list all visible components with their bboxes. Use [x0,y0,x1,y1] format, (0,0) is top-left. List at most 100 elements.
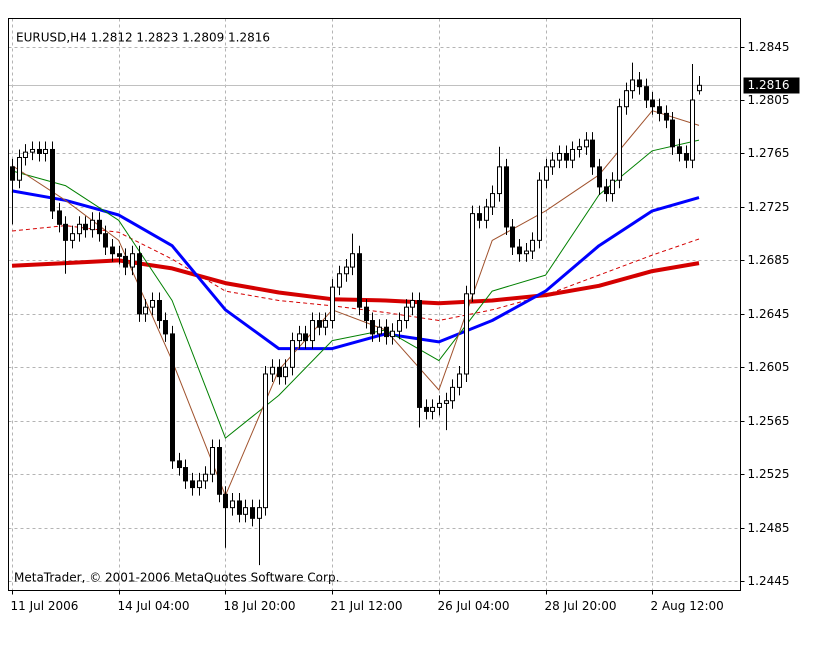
candle-body [143,306,148,315]
candle-body [237,500,242,515]
x-tick-label: 28 Jul 20:00 [545,599,617,613]
candle-body [544,166,549,181]
candle-body [170,333,175,462]
axes: 1.2845 1.2805 1.2765 1.2725 1.2685 1.2645 1.26… [11,40,800,613]
candle-body [297,333,302,342]
candle-body [517,246,522,255]
candle-body [310,320,315,342]
y-tick-label: 1.2765 [748,146,790,160]
candle-body [23,151,28,158]
candle-body [537,179,542,241]
candle-body [490,193,495,208]
candle-body [450,386,455,402]
candle-body [510,226,515,248]
y-tick-label: 1.2685 [748,253,790,267]
candle-body [217,447,222,495]
candle-body [484,206,489,221]
x-tick-label: 2 Aug 12:00 [651,599,724,613]
candle-body [457,373,462,388]
price-label-box [743,77,800,94]
candle-body [657,106,662,114]
candle-body [330,286,335,322]
candle-body [624,90,629,108]
candle-body [464,293,469,375]
candle-body [277,366,282,378]
candle-body [410,299,415,308]
candle-body [570,148,575,161]
y-tick-label: 1.2605 [748,360,790,374]
y-tick-label: 1.2565 [748,414,790,428]
plot-frame [8,18,741,591]
x-tick-label: 11 Jul 2006 [11,599,79,613]
candle-body [210,447,215,475]
candle-body [103,233,108,248]
candle-body [270,366,275,375]
candle-body [524,250,529,255]
candle-body [430,406,435,412]
candle-body [263,373,268,509]
candle-body [577,146,582,150]
candle-body [637,79,642,88]
candle-body [417,299,422,408]
x-tick-label: 26 Jul 04:00 [438,599,510,613]
candle-body [677,146,682,154]
candle-body [190,480,195,489]
candle-body [437,402,442,408]
candle-body [664,112,669,121]
candle-body [223,493,228,509]
candle-body [10,166,15,181]
candle-body [243,507,248,515]
candle-body [497,166,502,195]
candle-body [617,106,622,181]
candle-body [130,253,135,268]
x-tick-label: 14 Jul 04:00 [118,599,190,613]
candle-body [404,306,409,322]
candle-body [97,219,102,235]
candle-body [604,186,609,195]
candle-body [57,210,62,225]
candle-body [17,156,22,181]
candle-body [197,480,202,489]
candle-body [30,148,35,153]
y-tick-label: 1.2805 [748,93,790,107]
candle-body [550,159,555,168]
x-tick-label: 21 Jul 12:00 [331,599,403,613]
candle-body [477,213,482,221]
candle-body [644,86,649,101]
candle-body [344,266,349,275]
candle-body [177,460,182,469]
chart-title: EURUSD,H4 1.2812 1.2823 1.2809 1.2816 [16,31,270,45]
candle-body [77,223,82,235]
candle-body [630,79,635,92]
candle-body [183,467,188,482]
candle-body [117,253,122,257]
candle-body [384,326,389,338]
candle-body [650,99,655,108]
candle-body [690,99,695,161]
candle-body [90,219,95,231]
candle-body [63,223,68,241]
x-tick-label: 18 Jul 20:00 [224,599,296,613]
candle-body [590,139,595,168]
candle-body [584,139,589,148]
candle-body [337,273,342,288]
candle-body [697,84,702,92]
candle-body [557,152,562,161]
candle-body [110,246,115,255]
candle-body [283,366,288,378]
candle-body [50,148,55,212]
candle-body [444,400,449,404]
y-tick-label: 1.2485 [748,521,790,535]
moving-average [11,139,700,439]
candle-body [470,213,475,295]
candle-body [530,239,535,252]
y-tick-label: 1.2725 [748,200,790,214]
candle-body [377,326,382,335]
candle-body [504,166,509,228]
candle-body [230,500,235,509]
candle-body [597,166,602,188]
candle-body [684,152,689,161]
candle-body [70,233,75,241]
